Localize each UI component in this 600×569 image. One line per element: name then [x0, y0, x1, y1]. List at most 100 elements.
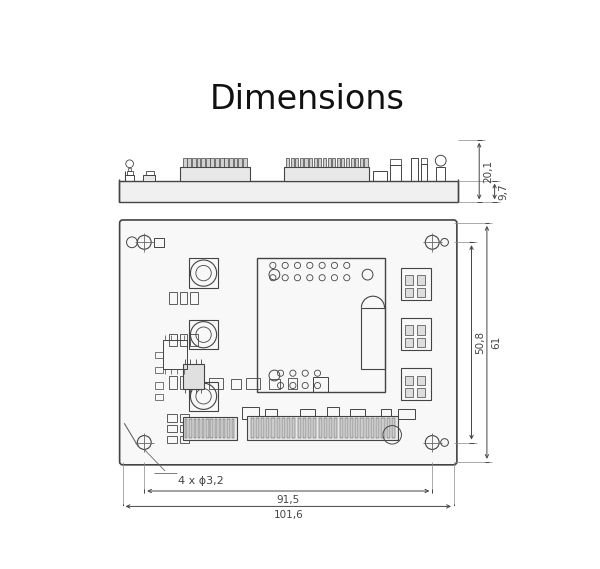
Bar	[183, 158, 187, 167]
Bar	[179, 414, 189, 422]
Bar	[284, 167, 369, 181]
Bar	[277, 418, 280, 438]
Bar	[313, 418, 316, 438]
Bar	[355, 418, 358, 438]
Bar	[350, 409, 365, 419]
Bar	[401, 318, 431, 350]
Bar	[179, 425, 189, 432]
Bar	[189, 382, 218, 411]
Bar	[179, 334, 187, 347]
Bar	[332, 158, 335, 167]
Bar	[167, 414, 176, 422]
Bar	[346, 158, 349, 167]
Bar	[309, 158, 312, 167]
Bar	[412, 158, 418, 181]
Text: 20,1: 20,1	[483, 159, 493, 183]
Bar	[155, 367, 163, 373]
Bar	[266, 418, 269, 438]
Bar	[163, 340, 187, 369]
Bar	[360, 158, 363, 167]
Text: 9,7: 9,7	[499, 183, 508, 200]
Bar	[169, 334, 176, 347]
Bar	[198, 419, 200, 438]
Bar	[334, 418, 337, 438]
FancyBboxPatch shape	[119, 220, 457, 465]
Text: 61: 61	[491, 336, 501, 349]
Bar	[417, 275, 425, 284]
Bar	[238, 158, 242, 167]
Bar	[246, 378, 260, 389]
Bar	[169, 291, 176, 304]
Bar	[350, 418, 353, 438]
Bar	[364, 158, 368, 167]
Bar	[179, 291, 187, 304]
Bar	[329, 418, 332, 438]
Bar	[295, 158, 298, 167]
Bar	[327, 407, 339, 419]
Bar	[206, 158, 210, 167]
Bar	[179, 436, 189, 443]
Bar	[304, 158, 308, 167]
Bar	[167, 425, 176, 432]
Bar	[340, 418, 343, 438]
Bar	[190, 334, 198, 347]
Text: 91,5: 91,5	[277, 495, 300, 505]
Bar	[211, 158, 214, 167]
Bar	[404, 325, 413, 335]
Bar	[256, 418, 259, 438]
Bar	[382, 418, 385, 438]
Bar	[398, 409, 415, 419]
Bar	[169, 376, 176, 389]
Bar	[355, 158, 358, 167]
Bar	[292, 418, 295, 438]
Bar	[209, 378, 223, 389]
Bar	[421, 158, 427, 164]
Bar	[247, 415, 398, 440]
Bar	[324, 418, 327, 438]
Bar	[373, 171, 387, 181]
Bar	[390, 159, 401, 166]
Bar	[417, 376, 425, 385]
Bar	[337, 158, 340, 167]
Bar	[350, 158, 354, 167]
Bar	[119, 181, 458, 202]
Bar	[242, 407, 259, 419]
Bar	[361, 418, 364, 438]
Bar	[194, 419, 196, 438]
Bar	[417, 388, 425, 397]
Bar	[404, 338, 413, 347]
Bar	[155, 382, 163, 389]
Text: 4 x ϕ3,2: 4 x ϕ3,2	[178, 476, 224, 485]
Bar	[404, 388, 413, 397]
Bar	[298, 418, 301, 438]
Bar	[257, 258, 385, 393]
Bar	[220, 158, 224, 167]
Bar	[290, 158, 293, 167]
Bar	[404, 376, 413, 385]
Bar	[361, 308, 385, 369]
Bar	[314, 158, 317, 167]
Bar	[224, 158, 228, 167]
Bar	[192, 158, 196, 167]
Bar	[183, 364, 205, 389]
Bar	[202, 419, 205, 438]
Bar	[190, 376, 198, 389]
Bar	[189, 320, 218, 349]
Bar	[189, 258, 218, 288]
Bar	[417, 338, 425, 347]
Bar	[269, 380, 280, 389]
Bar	[376, 418, 379, 438]
Bar	[300, 409, 315, 419]
Bar	[261, 418, 264, 438]
Bar	[417, 288, 425, 297]
Bar	[386, 418, 390, 438]
Bar	[187, 158, 191, 167]
Bar	[128, 168, 131, 171]
Bar	[201, 158, 205, 167]
Bar	[319, 418, 322, 438]
Bar	[143, 175, 155, 181]
Bar	[265, 409, 277, 419]
Bar	[185, 419, 187, 438]
Bar	[300, 158, 303, 167]
Bar	[303, 418, 306, 438]
